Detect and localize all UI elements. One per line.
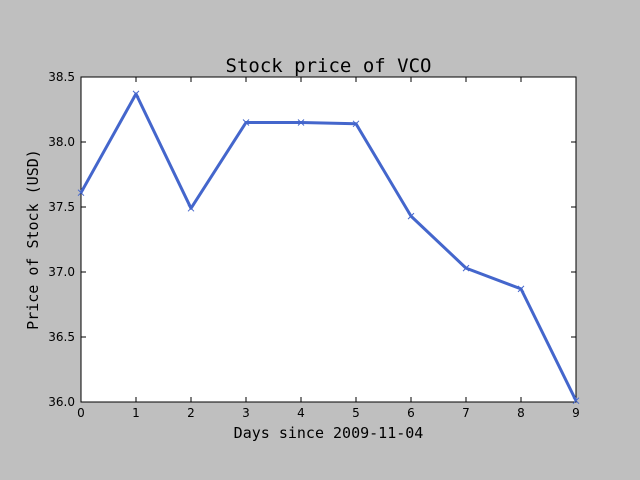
plot-area — [80, 76, 577, 403]
data-point — [297, 119, 305, 126]
x-tick-label: 2 — [187, 406, 195, 420]
data-point — [462, 264, 470, 272]
y-tick-label: 37.0 — [48, 265, 75, 279]
data-point — [572, 397, 580, 405]
y-tick-label: 36.0 — [48, 395, 75, 409]
axis-ticks — [80, 76, 577, 403]
y-tick-label: 37.5 — [48, 200, 75, 214]
data-point — [517, 285, 525, 293]
x-tick-label: 3 — [242, 406, 250, 420]
x-tick-label: 5 — [352, 406, 360, 420]
tick-labels: 0 1 2 3 4 5 6 7 8 9 36.0 36.5 37.0 37.5 38.0 38.5 — [48, 70, 580, 420]
y-tick-label: 38.0 — [48, 135, 75, 149]
data-point — [132, 90, 140, 98]
data-point — [242, 119, 250, 126]
chart-title: Stock price of VCO — [226, 55, 432, 77]
x-tick-label: 1 — [132, 406, 140, 420]
series-line — [79, 92, 578, 402]
x-tick-label: 6 — [407, 406, 415, 420]
x-tick-label: 8 — [517, 406, 525, 420]
data-point — [187, 204, 195, 212]
y-axis-label: Price of Stock (USD) — [24, 149, 42, 330]
series-layer — [77, 90, 580, 405]
y-tick-label: 36.5 — [48, 330, 75, 344]
x-tick-label: 4 — [297, 406, 305, 420]
x-tick-label: 7 — [462, 406, 470, 420]
data-point — [77, 189, 85, 197]
y-tick-label: 38.5 — [48, 70, 75, 84]
data-point — [352, 120, 360, 128]
data-point — [407, 212, 415, 220]
x-tick-label: 0 — [77, 406, 85, 420]
x-axis-label: Days since 2009-11-04 — [234, 424, 424, 442]
x-tick-label: 9 — [572, 406, 580, 420]
